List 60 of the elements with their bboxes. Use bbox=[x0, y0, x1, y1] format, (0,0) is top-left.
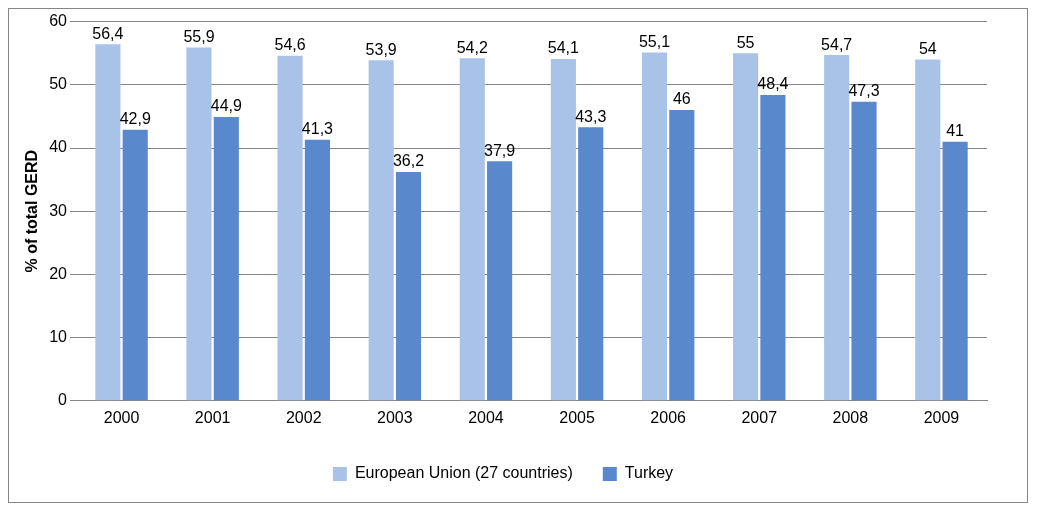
bar bbox=[669, 110, 695, 401]
x-tick-label: 2001 bbox=[194, 408, 231, 426]
x-tick-label: 2006 bbox=[650, 408, 687, 426]
data-label: 41,3 bbox=[301, 120, 334, 138]
bar bbox=[641, 52, 668, 401]
data-label: 54,6 bbox=[274, 36, 306, 54]
data-label: 43,3 bbox=[575, 107, 607, 125]
bar bbox=[459, 58, 485, 401]
x-tick-label: 2002 bbox=[285, 408, 322, 426]
bar bbox=[824, 55, 850, 401]
data-label: 47,3 bbox=[848, 82, 880, 100]
y-axis-title: % of total GERD bbox=[23, 149, 41, 273]
data-label: 37,9 bbox=[484, 141, 516, 159]
y-tick-label: 50 bbox=[49, 75, 68, 93]
data-label: 36,2 bbox=[392, 152, 425, 170]
data-label: 54,7 bbox=[821, 35, 853, 53]
y-tick-label: 0 bbox=[58, 391, 68, 409]
x-tick-label: 2007 bbox=[741, 408, 778, 426]
x-tick-label: 2009 bbox=[923, 408, 960, 426]
x-tick-label: 2008 bbox=[832, 408, 869, 426]
bar bbox=[851, 101, 877, 401]
y-tick-label: 60 bbox=[49, 12, 68, 30]
bar bbox=[304, 139, 330, 401]
data-label: 44,9 bbox=[210, 97, 242, 115]
data-label: 55,1 bbox=[638, 32, 671, 50]
bar bbox=[368, 60, 394, 401]
x-tick-label: 2004 bbox=[468, 408, 504, 426]
bar bbox=[186, 47, 212, 401]
bar bbox=[942, 141, 968, 401]
y-tick-label: 10 bbox=[49, 328, 68, 346]
data-label: 41 bbox=[946, 122, 965, 140]
bar bbox=[122, 129, 148, 401]
bar bbox=[395, 172, 422, 401]
data-label: 54 bbox=[918, 39, 937, 57]
x-tick-label: 2005 bbox=[559, 408, 595, 426]
bar bbox=[487, 161, 513, 401]
bar bbox=[578, 127, 604, 401]
data-label: 56,4 bbox=[92, 24, 124, 42]
data-label: 53,9 bbox=[365, 40, 397, 58]
y-tick-label: 40 bbox=[49, 138, 68, 156]
data-label: 55,9 bbox=[183, 27, 215, 45]
bar bbox=[277, 55, 303, 401]
legend-label: Turkey bbox=[624, 464, 674, 482]
y-tick-label: 20 bbox=[49, 264, 68, 282]
data-label: 54,2 bbox=[456, 38, 488, 56]
bar bbox=[550, 58, 576, 401]
bar bbox=[95, 44, 121, 401]
data-label: 46 bbox=[672, 90, 691, 108]
x-tick-label: 2000 bbox=[103, 408, 140, 426]
data-label: 55 bbox=[736, 33, 755, 51]
y-tick-label: 30 bbox=[49, 201, 68, 219]
bar bbox=[733, 53, 759, 401]
bar bbox=[915, 59, 941, 401]
data-label: 48,4 bbox=[757, 75, 789, 93]
data-label: 42,9 bbox=[119, 110, 151, 128]
bar bbox=[760, 94, 786, 401]
legend-label: European Union (27 countries) bbox=[354, 464, 573, 482]
bar bbox=[213, 117, 239, 401]
data-label: 54,1 bbox=[547, 39, 580, 57]
x-tick-label: 2003 bbox=[377, 408, 413, 426]
